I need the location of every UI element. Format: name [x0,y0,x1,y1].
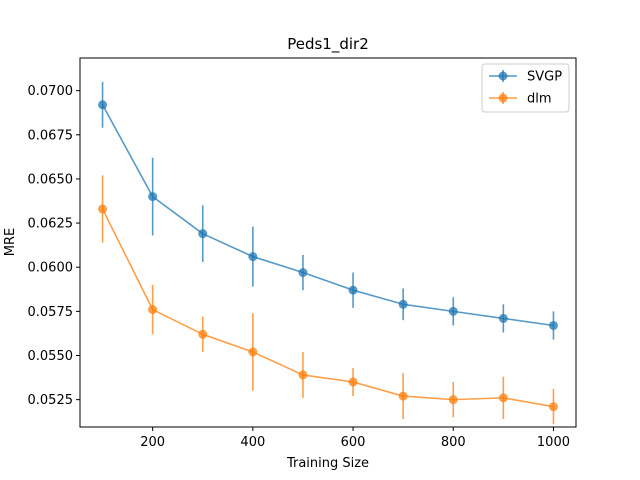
y-tick-label: 0.0675 [28,128,74,143]
data-point [298,370,308,380]
y-tick-label: 0.0575 [28,305,74,320]
data-point [498,313,508,323]
x-tick-label: 600 [341,435,366,450]
x-tick-label: 400 [240,435,265,450]
data-point [348,377,358,387]
x-tick-label: 200 [140,435,165,450]
y-tick-label: 0.0625 [28,217,74,232]
y-axis: 0.0525 0.0550 0.0575 0.0600 0.0625 0.0650 0.06… [28,84,80,408]
x-axis-label: Training Size [286,456,369,471]
y-tick-label: 0.0525 [28,393,74,408]
x-tick-label: 1000 [537,435,570,450]
y-axis-label: MRE [3,228,18,256]
data-point [548,402,558,412]
data-point [148,192,158,202]
series-line [101,104,554,327]
y-tick-label: 0.0700 [28,84,74,99]
data-point [248,347,258,357]
series-dlm [98,175,558,425]
data-point [198,329,208,339]
y-tick-label: 0.0650 [28,172,74,187]
data-point [148,305,158,315]
data-point [198,229,208,239]
data-point [248,252,258,262]
data-point [398,299,408,309]
legend-marker [498,93,508,103]
data-point [448,306,458,316]
plot-frame [79,57,577,428]
data-point [448,395,458,405]
legend-marker [498,71,508,81]
data-point [298,268,308,278]
legend-label-dlm: dlm [527,92,552,107]
data-point [98,100,108,110]
series-svgp [98,81,558,340]
legend: SVGP dlm [481,63,570,113]
series-line [101,208,554,408]
data-point [498,393,508,403]
y-tick-label: 0.0550 [28,349,74,364]
data-point [398,391,408,401]
data-point [348,285,358,295]
x-axis: 200 400 600 800 1000 [140,427,570,450]
chart-title: Peds1_dir2 [287,35,369,54]
data-point [548,320,558,330]
plot-area [98,81,558,425]
data-point [98,204,108,214]
legend-label-svgp: SVGP [527,70,562,85]
y-tick-label: 0.0600 [28,261,74,276]
x-tick-label: 800 [441,435,466,450]
